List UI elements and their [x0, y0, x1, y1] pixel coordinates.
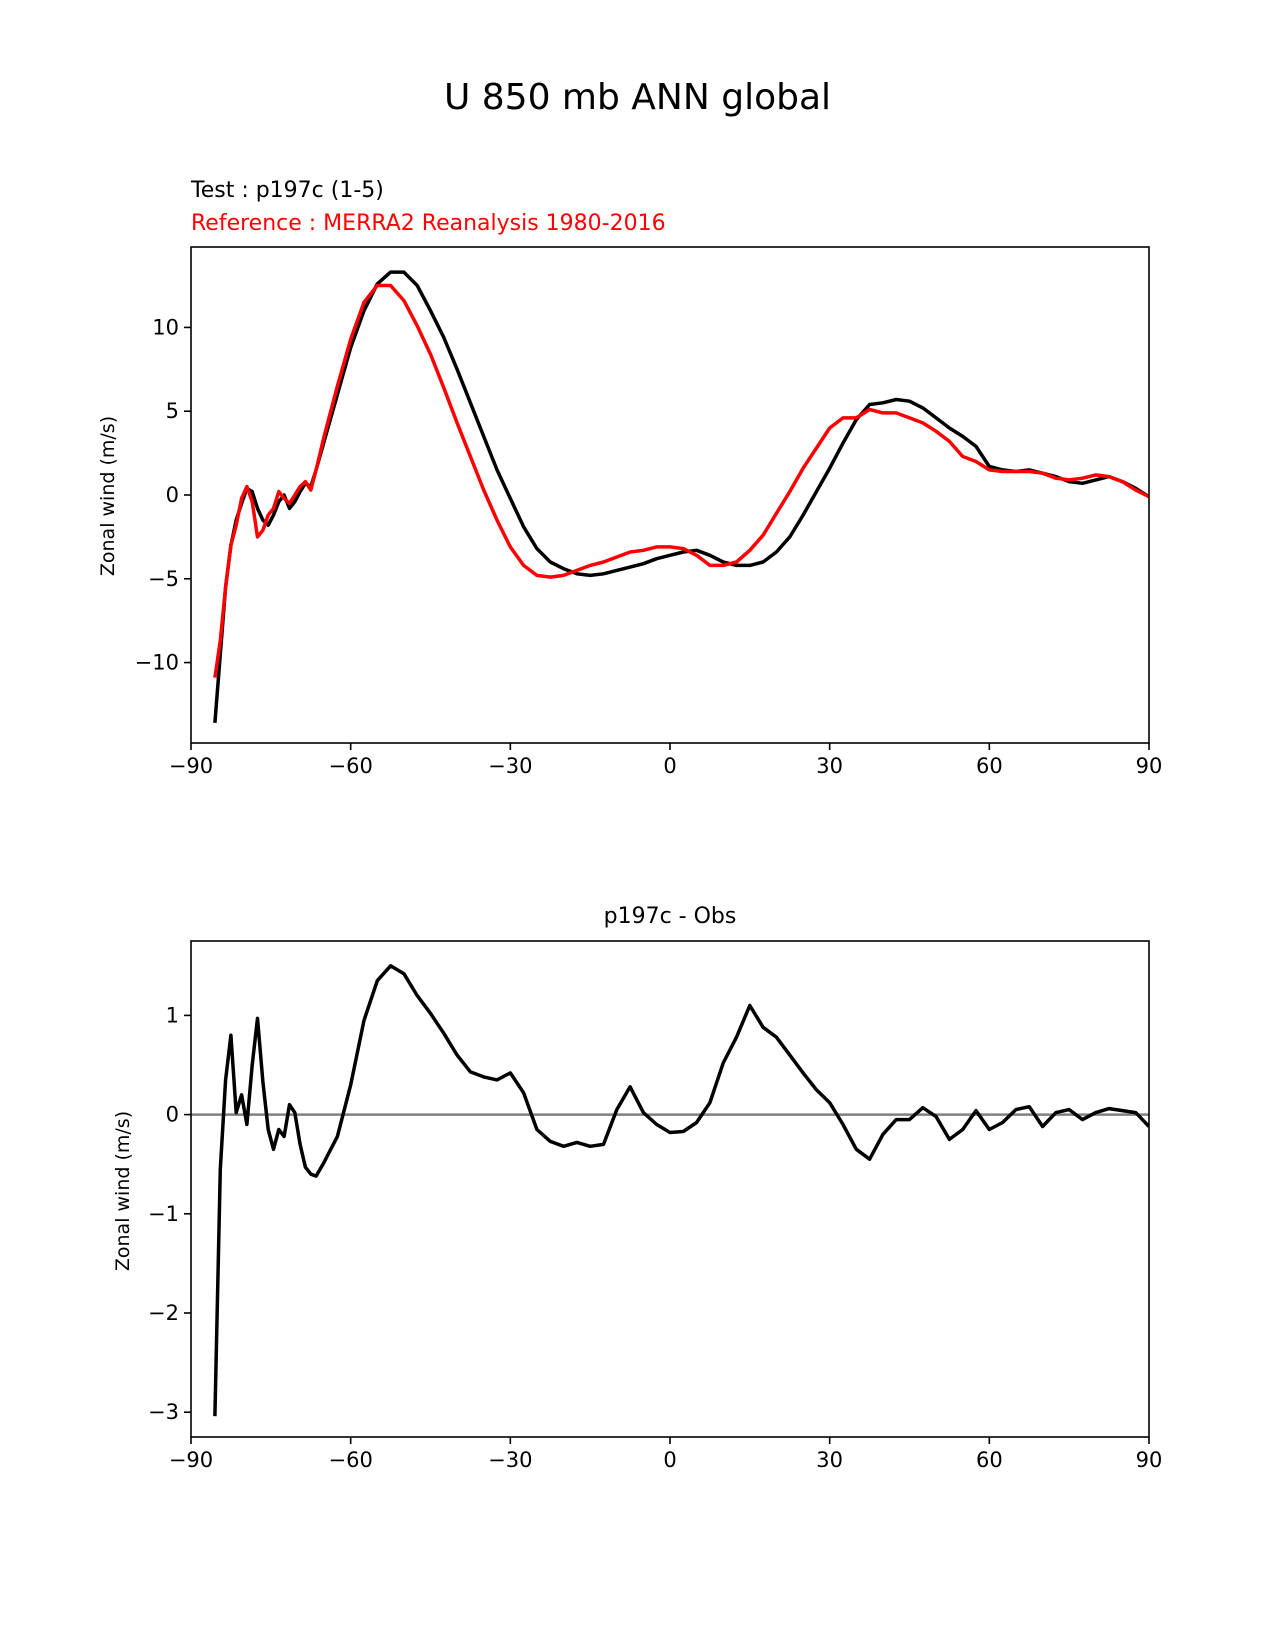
panel1-y-tick-label: −2: [148, 1301, 179, 1325]
panel0-y-tick-label: −10: [135, 651, 179, 675]
panel1-axes-frame: [190, 940, 1150, 1438]
top-panel: Test : p197c (1-5) Reference : MERRA2 Re…: [97, 178, 1162, 778]
test-subtitle: Test : p197c (1-5): [190, 178, 384, 203]
panel1-x-tick-label: −90: [169, 1448, 213, 1472]
panel0-x-tick-label: 0: [663, 754, 676, 778]
panel0-y-tick-label: −5: [148, 567, 179, 591]
bottom-panel: p197c - Obs Zonal wind (m/s) −90 −60 −30 0 3…: [112, 904, 1162, 1472]
panel0-y-tick-label: 5: [166, 399, 179, 423]
panel1-y-tick-label: 0: [166, 1103, 179, 1127]
difference-title: p197c - Obs: [604, 904, 737, 929]
panel1-x-tick-label: 60: [976, 1448, 1003, 1472]
panel0-x-tick-label: 30: [816, 754, 843, 778]
panel0-axes-frame: [190, 246, 1150, 744]
panel1-y-tick-label: −1: [148, 1202, 179, 1226]
panel1-x-tick-label: 0: [663, 1448, 676, 1472]
panel0-x-tick-label: −60: [329, 754, 373, 778]
panel0-series-line-0: [213, 270, 1149, 724]
figure-title: U 850 mb ANN global: [444, 77, 831, 118]
panel1-x-tick-label: 30: [816, 1448, 843, 1472]
bottom-plot-area: −90 −60 −30 0 30 60 90 −3 −2 −1 0 1: [148, 940, 1163, 1472]
top-y-axis-label: Zonal wind (m/s): [97, 416, 119, 576]
panel0-y-tick-label: 10: [152, 315, 179, 339]
panel1-x-tick-label: −60: [329, 1448, 373, 1472]
reference-subtitle: Reference : MERRA2 Reanalysis 1980-2016: [191, 211, 666, 236]
top-plot-area: −90 −60 −30 0 30 60 90 −10 −5 0 5 10: [135, 246, 1163, 778]
panel0-y-tick-label: 0: [166, 483, 179, 507]
panel0-series-line-1: [213, 283, 1149, 678]
panel1-x-tick-label: 90: [1136, 1448, 1163, 1472]
panel1-y-tick-label: −3: [148, 1400, 179, 1424]
panel0-x-tick-label: 60: [976, 754, 1003, 778]
panel0-x-tick-label: 90: [1136, 754, 1163, 778]
panel0-x-tick-label: −30: [488, 754, 532, 778]
bottom-y-axis-label: Zonal wind (m/s): [112, 1111, 134, 1271]
panel1-y-tick-label: 1: [166, 1003, 179, 1027]
panel0-x-tick-label: −90: [169, 754, 213, 778]
panel1-series-line-0: [213, 964, 1149, 1417]
panel1-x-tick-label: −30: [488, 1448, 532, 1472]
